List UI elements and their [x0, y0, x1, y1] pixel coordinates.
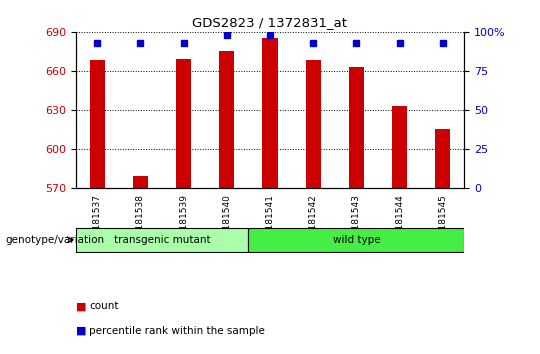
Bar	[176, 59, 191, 188]
Bar	[133, 176, 148, 188]
Bar	[435, 129, 450, 188]
Bar	[90, 61, 105, 188]
Bar	[262, 38, 278, 188]
Text: ■: ■	[76, 326, 86, 336]
Bar	[76, 228, 248, 252]
Text: count: count	[89, 301, 119, 311]
Text: wild type: wild type	[333, 235, 380, 245]
Bar	[349, 67, 364, 188]
Text: transgenic mutant: transgenic mutant	[114, 235, 210, 245]
Text: genotype/variation: genotype/variation	[5, 235, 105, 245]
Bar	[306, 61, 321, 188]
Text: percentile rank within the sample: percentile rank within the sample	[89, 326, 265, 336]
Bar	[392, 106, 407, 188]
Title: GDS2823 / 1372831_at: GDS2823 / 1372831_at	[192, 16, 348, 29]
Bar	[219, 51, 234, 188]
Bar	[248, 228, 464, 252]
Text: ■: ■	[76, 301, 86, 311]
